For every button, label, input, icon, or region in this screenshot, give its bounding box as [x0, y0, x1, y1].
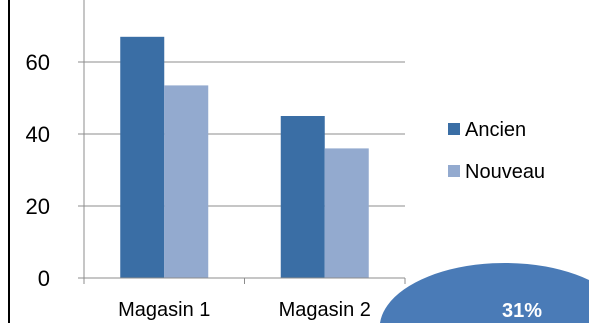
y-tick-labels: 0 20 40 60 — [26, 50, 50, 291]
percent-badge: 31% — [380, 262, 589, 323]
badge-label: 31% — [502, 300, 542, 322]
legend-label-nouveau: Nouveau — [465, 161, 545, 183]
y-tick-label: 0 — [38, 266, 50, 291]
legend: Ancien Nouveau — [448, 119, 545, 183]
bars — [120, 36, 369, 279]
bar-ancien-1 — [120, 36, 165, 278]
y-tick-label: 40 — [26, 122, 50, 147]
legend-label-ancien: Ancien — [465, 119, 526, 141]
legend-swatch-ancien — [448, 123, 460, 135]
badge-circle — [380, 262, 589, 323]
x-ticks — [83, 278, 406, 284]
bar-nouveau-1 — [164, 85, 209, 279]
legend-swatch-nouveau — [448, 165, 460, 177]
y-tick-label: 20 — [26, 194, 50, 219]
bar-ancien-2 — [280, 116, 325, 278]
x-tick-labels: Magasin 1 Magasin 2 — [118, 299, 371, 321]
bar-nouveau-2 — [324, 148, 369, 278]
x-tick-label: Magasin 1 — [118, 299, 210, 321]
y-tick-label: 60 — [26, 50, 50, 75]
x-tick-label: Magasin 2 — [279, 299, 371, 321]
